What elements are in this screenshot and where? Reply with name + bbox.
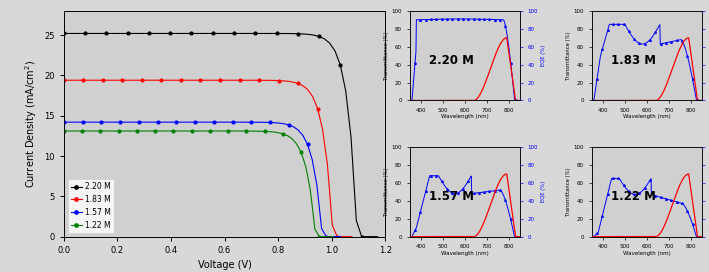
1.57 M [233,120,242,124]
1.22 M [60,129,68,133]
2.20 M [374,235,382,238]
Line: 1.83 M: 1.83 M [62,79,353,238]
Legend: 2.20 M, 1.83 M, 1.57 M, 1.22 M: 2.20 M, 1.83 M, 1.57 M, 1.22 M [67,179,114,233]
2.20 M [166,32,174,35]
1.22 M [128,129,137,133]
1.57 M [336,235,345,238]
1.57 M [153,120,162,124]
2.20 M [161,32,169,35]
Text: 2.20 M: 2.20 M [429,54,474,67]
1.83 M [157,79,166,82]
X-axis label: Wavelength (nm): Wavelength (nm) [441,251,489,256]
X-axis label: Wavelength (nm): Wavelength (nm) [441,115,489,119]
1.83 M [60,79,68,82]
X-axis label: Wavelength (nm): Wavelength (nm) [623,251,671,256]
Y-axis label: Transmittance (%): Transmittance (%) [566,168,571,216]
1.83 M [143,79,151,82]
1.83 M [152,79,161,82]
Y-axis label: EQE (%): EQE (%) [541,45,546,66]
1.22 M [329,235,337,238]
Line: 2.20 M: 2.20 M [62,32,379,238]
1.83 M [333,235,342,238]
Line: 1.57 M: 1.57 M [62,121,342,238]
1.83 M [108,79,117,82]
1.22 M [105,129,113,133]
2.20 M [140,32,148,35]
1.22 M [316,235,324,238]
Y-axis label: Transmittance (%): Transmittance (%) [566,31,571,80]
2.20 M [257,32,265,35]
1.83 M [240,79,249,82]
1.22 M [137,129,145,133]
1.57 M [60,120,68,124]
1.22 M [151,129,160,133]
X-axis label: Voltage (V): Voltage (V) [198,260,252,270]
2.20 M [150,32,159,35]
1.83 M [347,235,356,238]
1.57 M [149,120,157,124]
X-axis label: Wavelength (nm): Wavelength (nm) [623,115,671,119]
1.22 M [228,129,237,133]
2.20 M [357,235,366,238]
Y-axis label: EQE (%): EQE (%) [541,181,546,202]
1.57 M [130,120,138,124]
1.22 M [146,129,155,133]
Line: 1.22 M: 1.22 M [62,130,335,238]
Text: 1.57 M: 1.57 M [429,190,474,203]
Text: 1.83 M: 1.83 M [611,54,656,67]
Y-axis label: Current Density (mA/cm$^2$): Current Density (mA/cm$^2$) [23,60,39,188]
Y-axis label: Transmittance (%): Transmittance (%) [384,168,389,216]
1.83 M [133,79,141,82]
1.57 M [322,235,330,238]
2.20 M [60,32,68,35]
1.57 M [139,120,147,124]
Text: 1.22 M: 1.22 M [611,190,656,203]
Y-axis label: Transmittance (%): Transmittance (%) [384,31,389,80]
2.20 M [113,32,121,35]
1.57 M [106,120,115,124]
